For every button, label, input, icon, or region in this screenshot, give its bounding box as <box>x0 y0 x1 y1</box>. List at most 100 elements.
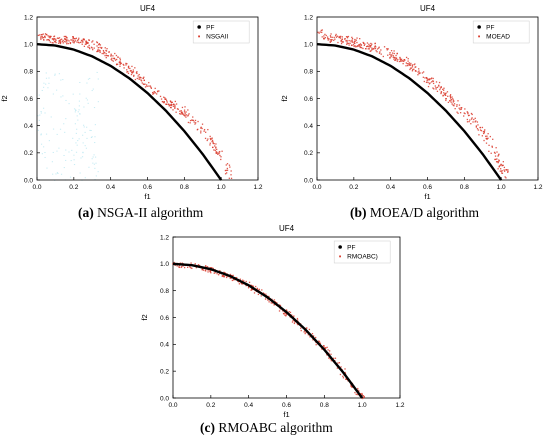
noise-dot <box>39 114 41 116</box>
scatter-point <box>194 119 197 122</box>
scatter-point <box>87 46 89 48</box>
scatter-point <box>193 121 195 123</box>
scatter-point <box>73 42 75 44</box>
scatter-point <box>339 37 342 39</box>
scatter-point <box>340 35 342 38</box>
scatter-point <box>440 86 442 89</box>
scatter-point <box>467 111 469 114</box>
scatter-point <box>130 73 133 76</box>
scatter-point <box>50 35 52 38</box>
scatter-point <box>415 70 417 72</box>
scatter-point <box>368 43 370 45</box>
scatter-point <box>435 88 437 90</box>
scatter-point <box>329 41 332 43</box>
scatter-point <box>58 40 60 42</box>
scatter-point <box>204 137 207 140</box>
scatter-point <box>97 47 99 49</box>
scatter-point <box>405 65 407 67</box>
scatter-point <box>207 138 209 140</box>
scatter-point <box>442 88 444 91</box>
noise-dot <box>94 142 96 144</box>
noise-dot <box>47 87 49 89</box>
scatter-point <box>172 105 174 107</box>
scatter-point <box>289 311 292 314</box>
noise-dot <box>62 95 64 97</box>
noise-dot <box>79 81 81 83</box>
noise-dot <box>86 99 89 101</box>
scatter-point <box>356 37 358 39</box>
scatter-point <box>47 35 49 37</box>
scatter-point <box>374 45 376 47</box>
scatter-point <box>327 37 329 40</box>
noise-dot <box>37 129 40 131</box>
noise-dot <box>63 167 65 169</box>
scatter-point <box>66 41 68 43</box>
scatter-point <box>503 170 506 172</box>
scatter-point <box>411 64 413 66</box>
chart-c-svg: UF4 0.0 0.2 0.4 0.6 0.8 1.0 1.2 0.0 0.2 0.4 0.6 0.8 1… <box>140 224 405 418</box>
noise-dot <box>58 147 60 149</box>
scatter-point <box>350 385 352 387</box>
scatter-point <box>156 93 158 95</box>
scatter-point <box>72 37 74 40</box>
chart-a-svg: UF4 0.0 0.2 0.4 0.6 0.8 1.0 1.2 0.0 0.2 0.4 0.6 0.8 1… <box>0 4 263 201</box>
scatter-point <box>466 121 469 123</box>
scatter-point <box>171 101 174 103</box>
scatter-point <box>89 47 91 50</box>
noise-dot <box>95 175 97 177</box>
scatter-point <box>501 172 503 174</box>
scatter-point <box>273 304 275 306</box>
scatter-point <box>409 64 411 67</box>
scatter-point <box>422 71 425 73</box>
scatter-point <box>369 50 371 52</box>
scatter-point <box>475 126 478 128</box>
scatter-point <box>64 38 66 41</box>
scatter-series <box>317 29 509 179</box>
scatter-point <box>410 67 413 69</box>
scatter-point <box>352 44 355 46</box>
noise-dot <box>73 164 76 166</box>
scatter-point <box>212 267 214 270</box>
scatter-point <box>113 57 115 60</box>
scatter-point <box>182 265 184 267</box>
scatter-point <box>59 42 62 45</box>
scatter-point <box>353 45 355 48</box>
pf-line <box>172 262 364 399</box>
scatter-point <box>328 352 330 354</box>
x-tick-label: 1.0 <box>358 402 367 409</box>
chart-panel-b: UF4 0.0 0.2 0.4 0.6 0.8 1.0 1.2 0.0 0.2 0.4 0.6 0.8 1… <box>280 0 550 205</box>
scatter-point <box>463 112 465 114</box>
scatter-point <box>91 47 93 49</box>
scatter-point <box>165 103 167 105</box>
scatter-point <box>216 151 218 154</box>
noise-dot <box>93 107 96 109</box>
scatter-point <box>487 137 489 139</box>
scatter-point <box>180 113 182 115</box>
scatter-point <box>98 49 100 51</box>
scatter-point <box>230 174 232 176</box>
noise-dot <box>76 144 78 146</box>
noise-dot <box>97 78 99 80</box>
scatter-point <box>426 79 428 82</box>
scatter-point <box>323 35 325 37</box>
noise-dot <box>42 86 45 88</box>
scatter-point <box>341 41 343 43</box>
y-axis-label: f2 <box>140 314 149 320</box>
scatter-point <box>143 76 145 78</box>
scatter-point <box>283 313 285 315</box>
scatter-point <box>274 301 276 303</box>
scatter-point <box>339 36 341 38</box>
scatter-point <box>106 48 108 50</box>
scatter-point <box>361 393 363 396</box>
scatter-point <box>443 89 445 91</box>
scatter-point <box>479 126 481 129</box>
scatter-point <box>293 315 295 317</box>
scatter-point <box>59 41 61 43</box>
noise-dot <box>94 156 97 158</box>
scatter-point <box>323 37 325 40</box>
scatter-point <box>101 46 103 49</box>
scatter-point <box>183 114 185 116</box>
scatter-point <box>501 170 503 172</box>
scatter-point <box>389 52 391 54</box>
scatter-point <box>285 309 288 311</box>
